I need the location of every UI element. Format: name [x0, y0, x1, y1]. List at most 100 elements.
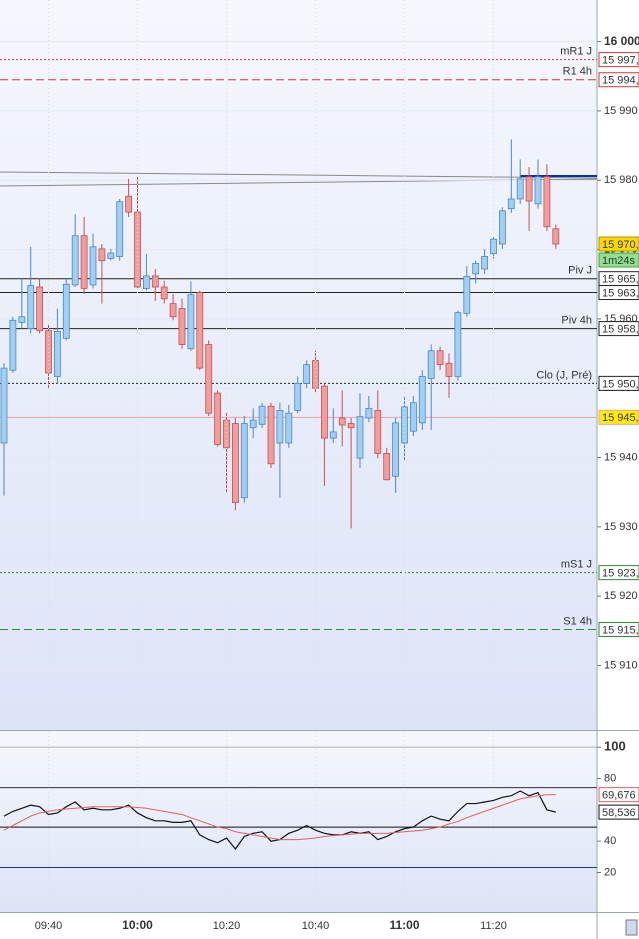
candle-body	[320, 385, 328, 439]
candle-body	[294, 382, 302, 411]
candle-body	[62, 283, 70, 339]
y-tick-label: 40	[604, 835, 616, 847]
candle-body	[383, 452, 391, 481]
x-tick-label: 10:20	[213, 920, 241, 932]
candle-body	[249, 419, 257, 429]
candle-body	[507, 198, 515, 210]
y-tick-label: 100	[604, 739, 626, 754]
candle-body	[151, 275, 159, 288]
candle-body	[107, 252, 115, 259]
candle-body	[490, 238, 497, 255]
candle-body	[525, 176, 533, 202]
price-tag-label: 15 915,	[602, 624, 639, 636]
price-tag-label: 15 923,	[602, 568, 639, 580]
candle-body	[552, 228, 560, 245]
y-tick-label: 20	[604, 866, 616, 878]
level-name: mS1 J	[561, 559, 592, 571]
corner-icon	[625, 919, 638, 936]
candle-body	[178, 308, 186, 345]
y-tick-label: 15 930	[604, 521, 638, 533]
price-tag-label: 15 958,	[602, 324, 639, 336]
candle-body	[329, 431, 337, 439]
candle-body	[231, 423, 239, 504]
level-name: S1 4h	[563, 615, 592, 627]
candle-body	[160, 286, 168, 300]
price-tag	[598, 787, 639, 803]
candle-body	[196, 292, 204, 369]
candle-body	[409, 402, 417, 432]
level-name: Piv 4h	[561, 315, 592, 327]
x-tick-label: 10:00	[122, 918, 153, 932]
candle-body	[303, 364, 311, 384]
indicator-panel	[0, 731, 597, 912]
candle-body	[27, 285, 35, 330]
y-tick-label: 80	[604, 772, 616, 784]
y-tick-label: 15 980	[604, 174, 638, 186]
price-tag	[598, 52, 639, 68]
y-tick-label: 16 000	[604, 34, 639, 48]
price-tag-label: 15 965,	[602, 274, 639, 286]
candle-body	[347, 423, 355, 429]
candle-body	[45, 330, 52, 374]
x-tick-label: 11:20	[480, 920, 507, 932]
x-tick-label: 10:40	[302, 920, 330, 932]
candle-body	[276, 410, 284, 444]
price-tag	[598, 72, 639, 88]
main-panel	[0, 0, 597, 730]
countdown: 1m24s	[602, 255, 636, 267]
candle-body	[258, 405, 266, 425]
price-tag-label: 15 994,	[602, 75, 639, 87]
price-tag	[598, 375, 639, 391]
candle-body	[534, 176, 542, 205]
price-tag-label: 15 950,	[602, 378, 639, 390]
candle-body	[80, 235, 88, 289]
candle-body	[116, 201, 124, 257]
candle-body	[267, 405, 275, 465]
price-tag	[598, 409, 639, 425]
price-tag	[598, 285, 639, 301]
price-tag-label: 15 997,	[602, 55, 639, 67]
candle-body	[418, 376, 426, 424]
candle-body	[98, 248, 106, 262]
y-tick-label: 15 990	[604, 105, 638, 117]
candle-body	[436, 350, 444, 366]
candle-body	[285, 412, 293, 444]
candle-body	[205, 344, 213, 414]
candle-body	[365, 407, 373, 419]
y-tick-label: 15 910	[604, 659, 638, 671]
countdown-box	[598, 252, 639, 268]
candle-body	[543, 176, 551, 228]
candle-body	[516, 178, 524, 200]
candle-body	[472, 263, 480, 275]
candle-body	[0, 367, 8, 444]
candle-body	[427, 350, 435, 379]
candle-body	[338, 417, 346, 426]
candle-body	[392, 422, 400, 477]
candle-body	[463, 276, 471, 314]
candle-body	[54, 330, 61, 377]
indicator-line	[3, 794, 556, 841]
candle-body	[374, 410, 382, 454]
price-tag-label: 15 963,	[602, 287, 639, 299]
candle-body	[18, 316, 26, 323]
candle-body	[71, 235, 79, 286]
level-name: mR1 J	[560, 46, 592, 58]
trend-line	[0, 171, 598, 179]
level-name: R1 4h	[563, 66, 592, 78]
candle-body	[89, 246, 97, 286]
price-tag	[598, 565, 639, 581]
candle-body	[142, 275, 150, 289]
x-tick-label: 11:00	[389, 918, 419, 932]
candle-body	[498, 210, 506, 245]
candle-body	[36, 286, 43, 332]
candle-body	[356, 416, 364, 459]
price-tag	[598, 236, 639, 252]
candle-body	[454, 312, 462, 377]
candle-body	[214, 392, 222, 445]
y-tick-label: 15 920	[604, 590, 638, 602]
candle-body	[9, 319, 17, 371]
candle-body	[134, 211, 141, 288]
price-tag-label: 15 945,	[602, 412, 639, 424]
candle-body	[169, 303, 177, 318]
